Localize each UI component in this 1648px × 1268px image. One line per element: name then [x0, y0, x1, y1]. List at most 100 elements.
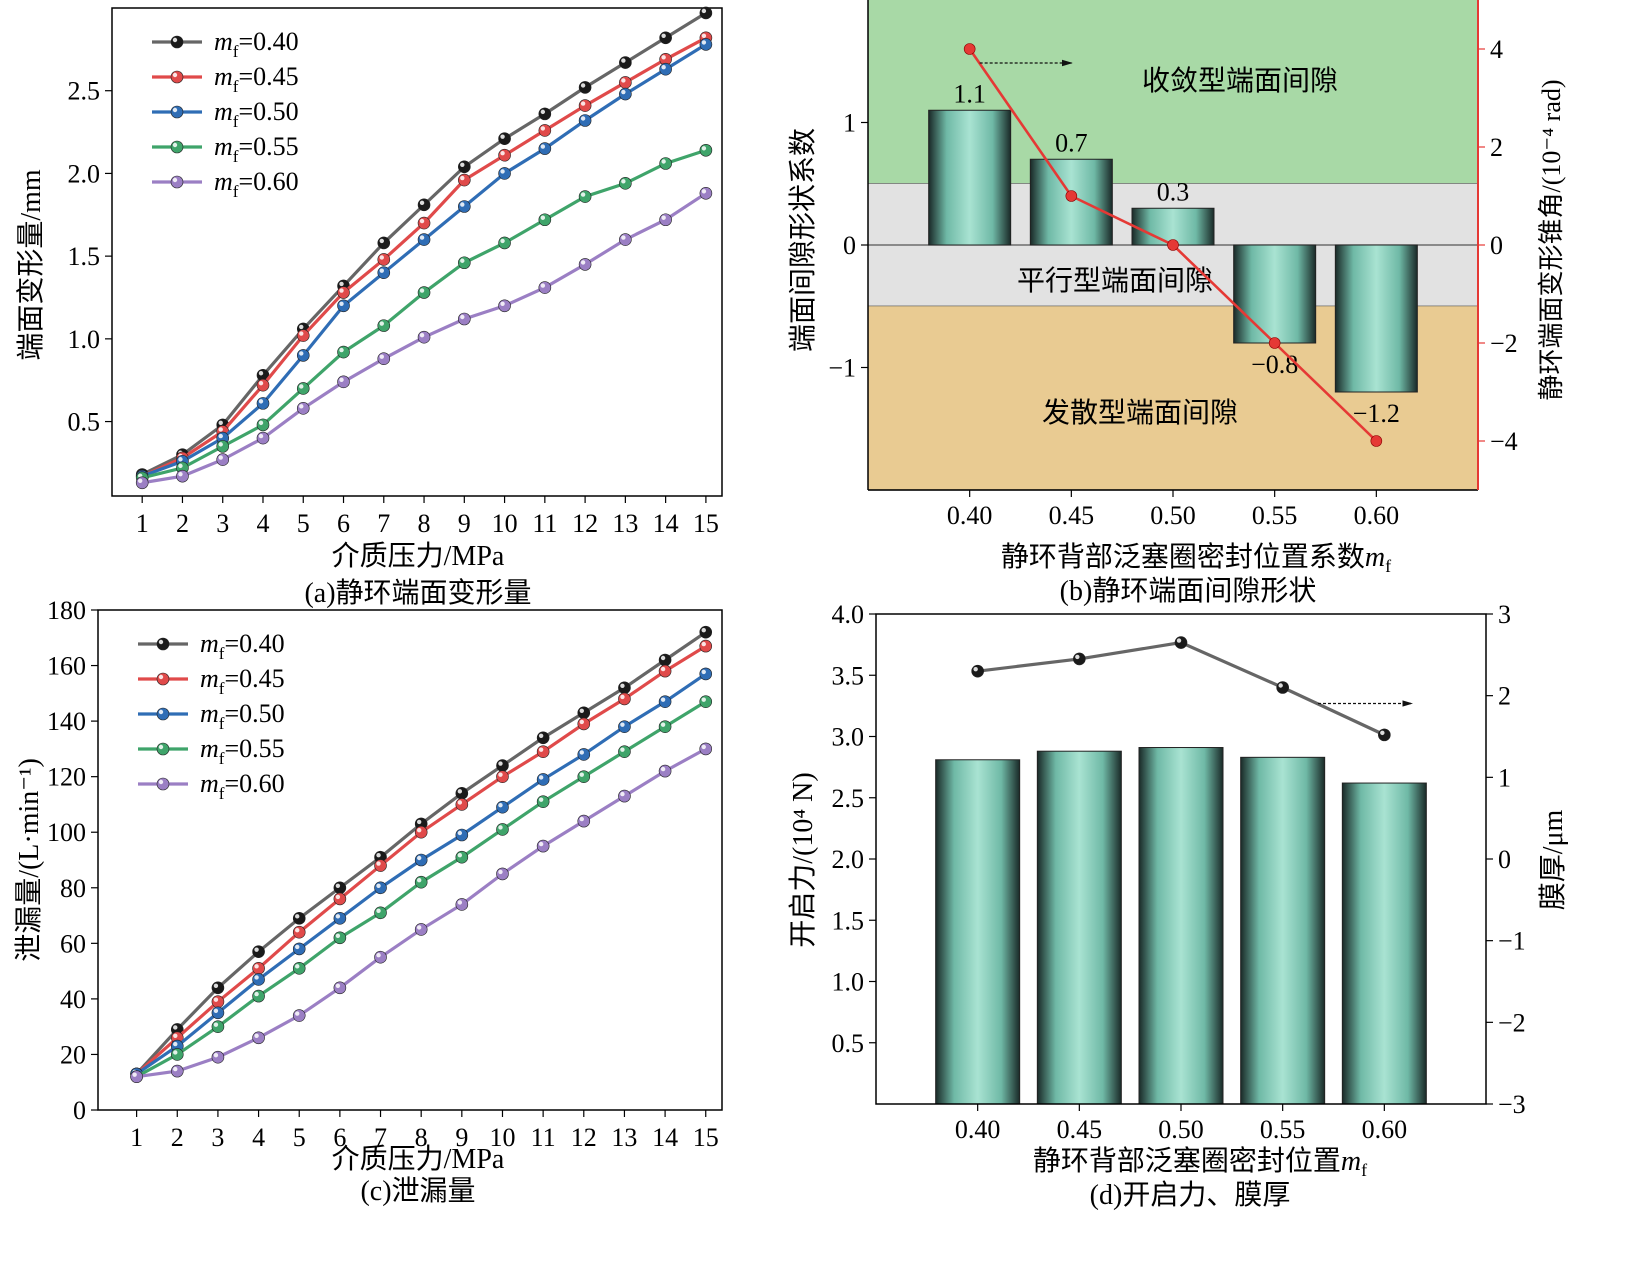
data-point-highlight	[460, 202, 465, 207]
x-tick-label: 9	[455, 1123, 468, 1152]
film-thickness-point	[1276, 681, 1289, 694]
data-point-body	[578, 190, 592, 203]
data-point	[252, 989, 265, 1003]
x-tick-label: 10	[489, 1123, 515, 1152]
data-point-body	[536, 745, 550, 758]
data-point-body	[618, 681, 631, 695]
data-point-highlight	[339, 377, 344, 383]
data-point	[699, 38, 713, 51]
data-point-highlight	[213, 997, 219, 1002]
data-point-highlight	[538, 747, 544, 752]
data-point-body	[536, 839, 550, 853]
data-point-body	[699, 695, 713, 708]
data-point-highlight	[457, 830, 463, 836]
data-point-body	[337, 345, 350, 359]
data-point-highlight	[218, 433, 223, 439]
data-point	[337, 299, 350, 313]
data-point-highlight	[457, 900, 463, 905]
legend-swatch-marker-highlight	[158, 674, 164, 680]
data-point	[252, 945, 265, 958]
data-point-highlight	[299, 331, 304, 336]
data-point	[417, 233, 431, 246]
x-tick-label: 7	[374, 1123, 387, 1152]
data-point	[252, 962, 265, 975]
x-tick-label: 3	[211, 1123, 224, 1152]
data-point	[578, 114, 592, 127]
film-thickness-point-highlight	[1278, 683, 1283, 688]
data-point-highlight	[419, 288, 425, 293]
data-point-body	[498, 236, 511, 250]
data-point-body	[414, 825, 428, 839]
data-point-highlight	[173, 1050, 178, 1055]
legend-swatch-marker	[156, 672, 170, 686]
data-point	[699, 695, 713, 708]
panel-c-frame	[97, 609, 723, 1111]
data-point-body	[578, 114, 592, 127]
data-point-body	[333, 981, 347, 995]
data-point-highlight	[701, 669, 706, 675]
panel-b-caption: (b)静环端面间隙形状	[1060, 575, 1317, 607]
data-point-body	[699, 742, 713, 756]
legend-label-sub: f	[219, 784, 225, 803]
x-tick-label: 12	[572, 509, 598, 538]
data-point-highlight	[460, 175, 465, 181]
legend-label: mf=0.45	[214, 62, 299, 96]
legend-label-value: =0.55	[238, 132, 298, 161]
legend-label-sub: f	[219, 644, 225, 663]
data-point	[455, 828, 469, 842]
data-point-highlight	[621, 235, 626, 240]
data-point	[252, 973, 265, 986]
panel-d-ylabel-right: 膜厚/μm	[1537, 809, 1569, 910]
data-point-body	[455, 898, 469, 911]
data-point	[256, 397, 270, 410]
panel-a-plot-area: 1 2 3 4 5 6 7 8 9 10 11 12 13 14 150.51.01.52.02.5mf=0…	[68, 6, 723, 538]
data-point-highlight	[580, 101, 586, 106]
data-point-body	[538, 124, 552, 137]
data-point-highlight	[335, 914, 341, 919]
data-point-body	[538, 142, 552, 155]
data-point-highlight	[620, 694, 625, 700]
x-tick-label: 9	[458, 509, 471, 538]
data-point-body	[252, 973, 265, 986]
legend-label-var: m	[200, 699, 219, 728]
legend-swatch-marker-highlight	[158, 709, 164, 715]
legend-label-var: m	[214, 62, 233, 91]
y-tick-label: 160	[47, 652, 86, 681]
data-point	[498, 132, 511, 145]
x-tick-label: 6	[333, 1123, 346, 1152]
data-point	[578, 81, 592, 94]
data-point-highlight	[620, 747, 625, 752]
data-point	[333, 931, 347, 945]
legend-swatch-marker-highlight	[158, 639, 164, 645]
data-point-highlight	[620, 683, 625, 688]
data-point	[130, 1070, 143, 1083]
data-point-body	[619, 177, 632, 190]
y-tick-label-right: −4	[1490, 427, 1518, 456]
data-point-highlight	[213, 1008, 219, 1013]
data-point-highlight	[500, 301, 505, 306]
data-point-highlight	[660, 766, 666, 772]
data-point-highlight	[538, 775, 544, 780]
data-point-highlight	[178, 471, 183, 477]
data-point-highlight	[218, 455, 223, 460]
data-point-highlight	[299, 324, 304, 330]
x-tick-label: 4	[252, 1123, 265, 1152]
x-tick-label: 7	[377, 509, 390, 538]
data-point-body	[296, 382, 310, 395]
data-point	[618, 692, 631, 706]
legend-label: mf=0.55	[200, 734, 285, 768]
legend-label: mf=0.45	[200, 664, 285, 698]
data-point-highlight	[416, 855, 422, 861]
legend-label-sub: f	[233, 42, 239, 61]
data-point-highlight	[295, 914, 300, 919]
data-point	[414, 825, 428, 839]
y-tick-label-left: 2.0	[832, 845, 865, 874]
panel-d-xlabel-text: 静环背部泛塞圈密封位置	[1033, 1145, 1341, 1177]
legend-swatch-marker-body	[170, 70, 184, 84]
bar-value-label: 0.3	[1157, 177, 1190, 206]
data-point	[498, 167, 511, 180]
panel-d: 0.5 1.0 1.5 2.0 2.5 3.0 3.5 4.0 −3 −2 −1 0 1 2 3 0.40 0.…	[787, 600, 1569, 1211]
bar	[1341, 782, 1427, 1105]
data-point-body	[496, 759, 509, 772]
